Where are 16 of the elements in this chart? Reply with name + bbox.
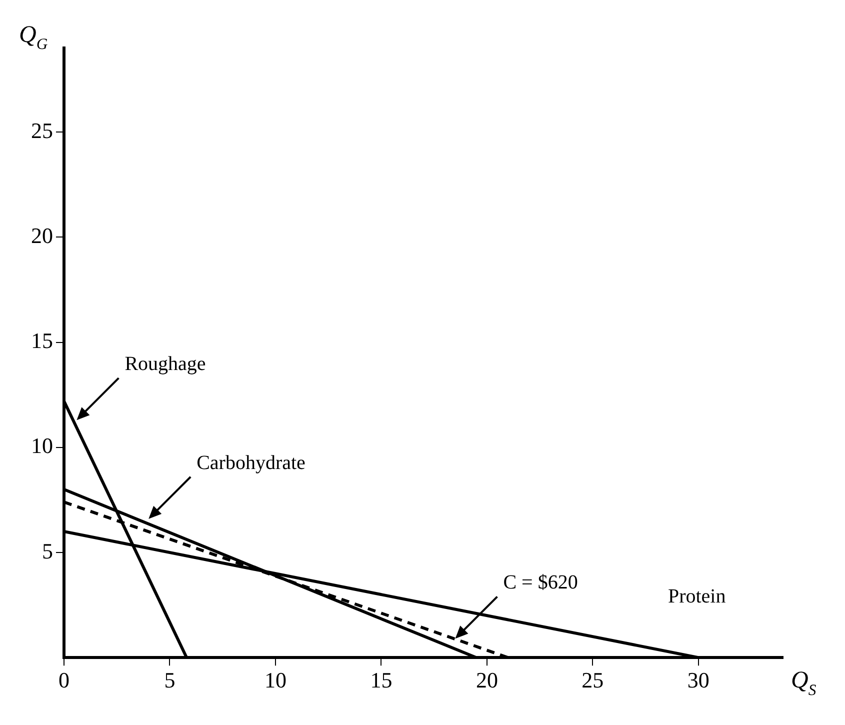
x-tick-label: 10 xyxy=(264,668,286,693)
annotation: Carbohydrate xyxy=(196,452,306,474)
annotation: Protein xyxy=(668,586,726,608)
x-tick-label: 20 xyxy=(476,668,498,693)
annotation: Roughage xyxy=(124,353,206,376)
y-tick-label: 5 xyxy=(42,538,53,564)
y-tick-label: 20 xyxy=(31,222,53,248)
x-tick-label: 5 xyxy=(164,668,176,693)
y-tick-label: 15 xyxy=(31,328,53,354)
x-tick-label: 0 xyxy=(58,668,70,693)
x-tick-label: 15 xyxy=(370,668,392,693)
x-tick-label: 30 xyxy=(687,668,710,693)
annotation: C = $620 xyxy=(503,572,578,594)
y-tick-label: 10 xyxy=(31,433,53,458)
x-tick-label: 25 xyxy=(582,668,604,693)
y-tick-label: 25 xyxy=(31,118,53,143)
